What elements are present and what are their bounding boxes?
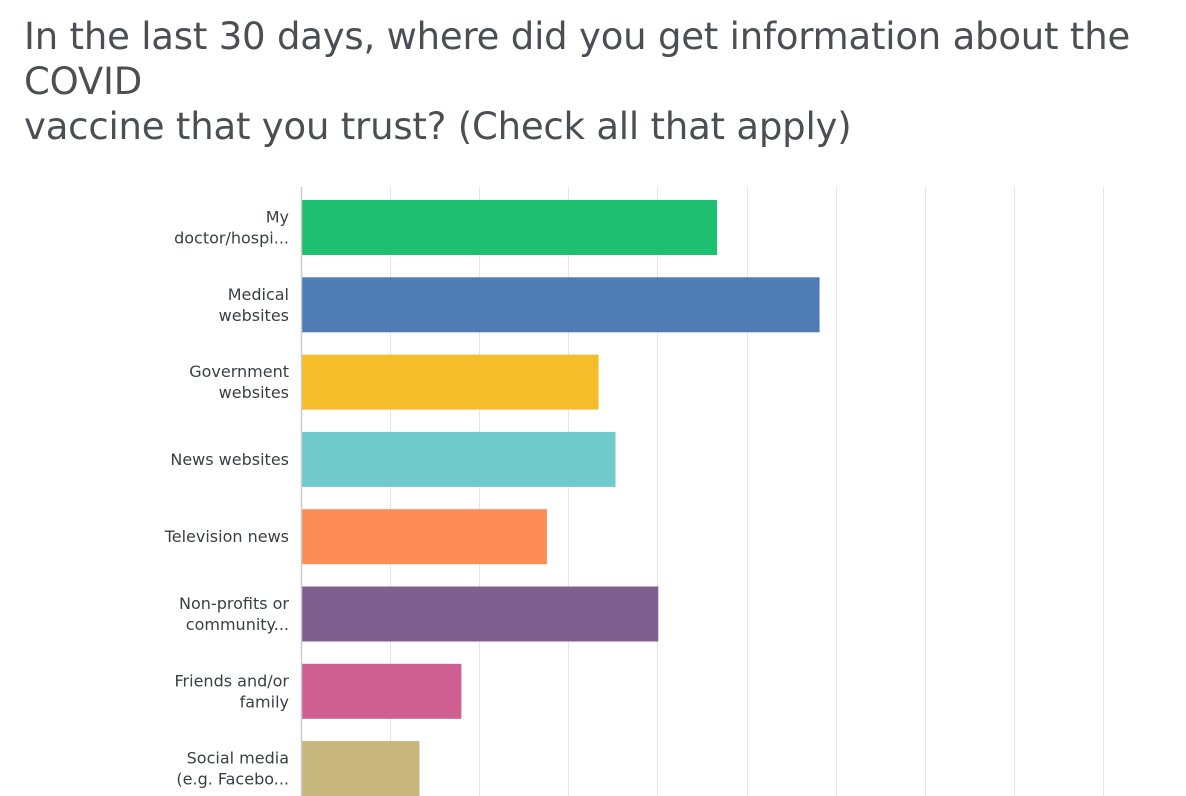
category-label-line: doctor/hospi... [174,229,289,248]
bar-5[interactable] [302,586,659,642]
category-label-line: Social media [187,749,289,768]
question-title-line-2: vaccine that you trust? (Check all that … [24,105,852,148]
category-label-5: Non-profits or community... [179,594,289,634]
category-label-7: Social media (e.g. Facebo... [176,749,289,789]
category-label-line: Non-profits or [179,594,289,613]
category-labels: My doctor/hospi...Medical websitesGovernme… [164,208,290,789]
category-label-line: family [240,692,289,711]
bar-3[interactable] [302,431,616,487]
bar-1[interactable] [302,277,820,333]
category-label-line: community... [186,615,289,634]
question-title: In the last 30 days, where did you get i… [24,14,1184,149]
bar-0[interactable] [302,200,718,255]
category-label-line: websites [219,383,289,402]
bar-4[interactable] [302,509,547,565]
question-title-line-1: In the last 30 days, where did you get i… [24,15,1131,103]
bar-7[interactable] [302,741,420,796]
category-label-3: News websites [170,450,289,469]
category-label-4: Television news [164,527,289,546]
category-label-6: Friends and/or family [175,671,290,711]
category-label-line: Television news [164,527,289,546]
category-label-2: Government websites [189,362,289,402]
category-label-1: Medical websites [219,285,289,325]
bar-2[interactable] [302,354,599,410]
bars [302,200,820,796]
category-label-line: websites [219,306,289,325]
category-label-line: Government [189,362,289,381]
bar-6[interactable] [302,663,462,719]
category-label-line: News websites [170,450,289,469]
category-label-line: Medical [228,285,289,304]
category-label-line: My [266,208,289,227]
category-label-line: Friends and/or [175,671,290,690]
category-label-0: My doctor/hospi... [174,208,289,248]
category-label-line: (e.g. Facebo... [176,770,289,789]
